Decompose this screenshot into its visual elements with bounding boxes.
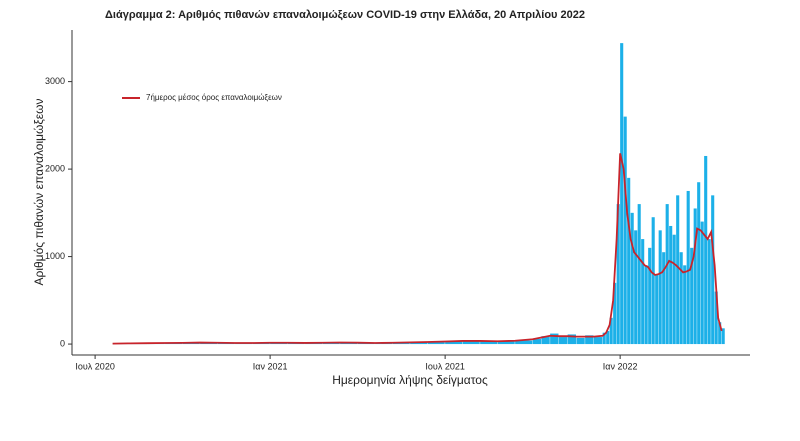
y-tick-label: 3000 <box>45 76 65 86</box>
y-tick-label: 1000 <box>45 251 65 261</box>
bar <box>497 341 515 345</box>
bar <box>550 333 559 345</box>
bar <box>662 252 666 345</box>
bar <box>576 337 585 345</box>
bar <box>711 195 715 345</box>
bar <box>704 155 708 345</box>
bar <box>672 234 676 345</box>
bar <box>697 182 701 345</box>
bar <box>686 190 690 345</box>
bar <box>679 252 683 345</box>
bar <box>445 341 463 345</box>
bar <box>648 247 652 345</box>
x-tick-label: Ιαν 2022 <box>603 361 638 371</box>
bar <box>602 332 606 345</box>
bar <box>410 342 428 345</box>
bar <box>665 204 669 345</box>
bar <box>669 225 673 345</box>
bar <box>623 116 627 345</box>
bar <box>714 291 718 345</box>
y-axis-label: Αριθμός πιθανών επαναλοιμώξεων <box>32 98 46 285</box>
bar <box>427 341 445 345</box>
chart-title: Διάγραμμα 2: Αριθμός πιθανών επαναλοιμώξ… <box>105 9 585 21</box>
bar <box>676 195 680 345</box>
bar <box>655 274 659 345</box>
bar <box>567 334 576 345</box>
y-tick-label: 2000 <box>45 163 65 173</box>
bar <box>532 338 541 345</box>
bar <box>658 230 662 345</box>
bar <box>637 204 641 345</box>
bar <box>613 282 617 345</box>
bar <box>541 336 550 345</box>
bar <box>558 337 568 345</box>
bar <box>480 341 498 345</box>
bar <box>634 230 638 345</box>
x-axis-label: Ημερομηνία λήψης δείγματος <box>332 373 488 387</box>
bar <box>700 221 704 345</box>
bar <box>462 340 480 345</box>
bar <box>606 330 610 345</box>
line <box>112 153 723 345</box>
y-tick-label: 0 <box>60 338 65 348</box>
bar <box>627 177 631 345</box>
bar <box>585 335 594 345</box>
bar <box>690 247 694 345</box>
x-tick-label: Ιουλ 2020 <box>75 361 114 371</box>
bar <box>651 217 655 345</box>
bar <box>593 337 603 345</box>
bar <box>641 239 645 345</box>
bar <box>721 328 725 345</box>
x-tick-label: Ιαν 2021 <box>253 361 288 371</box>
bar <box>616 204 620 345</box>
bar <box>515 340 533 345</box>
bar <box>707 239 711 345</box>
bar <box>609 317 613 345</box>
x-tick-label: Ιουλ 2021 <box>425 361 464 371</box>
bar <box>718 322 722 345</box>
bar <box>630 212 634 345</box>
bar <box>683 265 687 345</box>
bar <box>644 265 648 345</box>
bar <box>620 43 624 345</box>
bar <box>693 208 697 345</box>
legend-label: 7ήμερος μέσος όρος επαναλοιμώξεων <box>146 93 282 102</box>
